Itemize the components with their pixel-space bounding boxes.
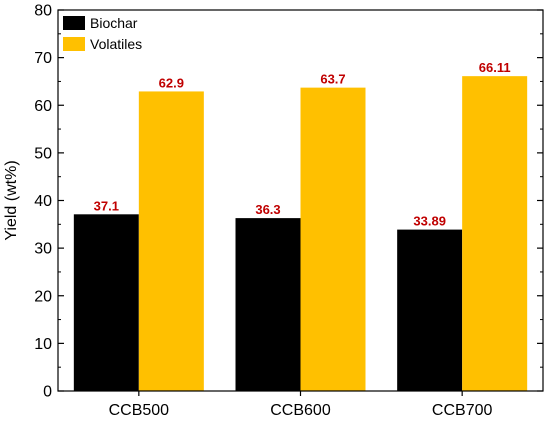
data-label-biochar-ccb700: 33.89 (413, 214, 446, 229)
y-tick-label: 30 (34, 241, 52, 258)
legend-swatch-biochar (63, 16, 85, 30)
data-label-biochar-ccb500: 37.1 (94, 198, 119, 213)
y-tick-label: 80 (34, 3, 52, 20)
y-tick-label: 50 (34, 145, 52, 162)
bar-biochar-ccb700 (397, 229, 463, 391)
y-tick-label: 0 (43, 384, 52, 401)
legend: Biochar Volatiles (63, 15, 142, 52)
legend-swatch-volatiles (63, 37, 85, 51)
x-tick-label-ccb600: CCB600 (270, 402, 331, 419)
data-labels-layer: 37.1 62.9 36.3 63.7 33.89 66.11 (94, 60, 511, 228)
y-tick-label: 20 (34, 288, 52, 305)
data-label-volatiles-ccb700: 66.11 (479, 60, 511, 75)
bar-volatiles-ccb600 (300, 87, 366, 391)
y-axis-ticks: 0 10 20 30 40 50 60 70 80 (34, 3, 543, 401)
x-tick-label-ccb500: CCB500 (109, 402, 170, 419)
y-tick-label: 10 (34, 336, 52, 353)
bar-volatiles-ccb700 (462, 76, 528, 391)
x-tick-label-ccb700: CCB700 (432, 402, 493, 419)
bars-layer (73, 76, 528, 391)
x-axis-ticks: CCB500 CCB600 CCB700 (109, 391, 493, 419)
y-tick-label: 70 (34, 50, 52, 67)
data-label-volatiles-ccb500: 62.9 (159, 75, 184, 90)
legend-label-biochar: Biochar (90, 15, 138, 31)
bar-biochar-ccb600 (235, 218, 301, 391)
y-axis-title: Yield (wt%) (3, 160, 20, 240)
legend-label-volatiles: Volatiles (90, 36, 142, 52)
data-label-biochar-ccb600: 36.3 (255, 202, 280, 217)
y-tick-label: 40 (34, 193, 52, 210)
data-label-volatiles-ccb600: 63.7 (320, 72, 345, 87)
bar-volatiles-ccb500 (138, 91, 204, 391)
y-tick-label: 60 (34, 98, 52, 115)
bar-biochar-ccb500 (73, 214, 139, 391)
